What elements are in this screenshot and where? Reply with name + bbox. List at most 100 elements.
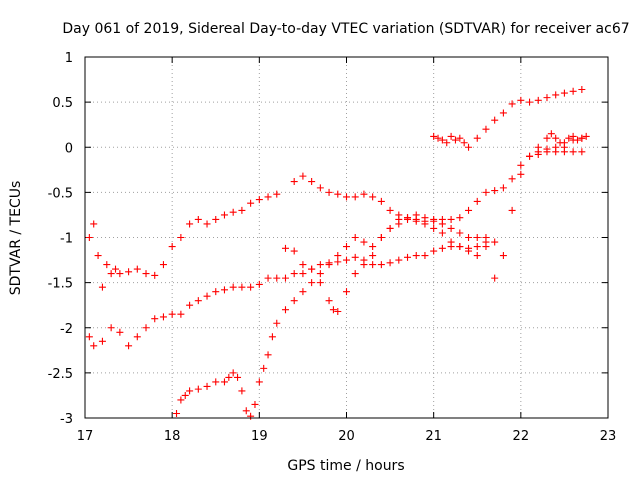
data-point <box>508 100 516 108</box>
data-point <box>125 342 133 350</box>
data-point <box>430 224 438 232</box>
data-point <box>325 297 333 305</box>
data-point <box>369 252 377 260</box>
x-tick-label: 19 <box>251 429 268 444</box>
data-point <box>534 143 542 151</box>
data-point <box>290 297 298 305</box>
data-point <box>329 306 337 314</box>
data-point <box>482 125 490 133</box>
data-point <box>386 259 394 267</box>
data-point <box>447 238 455 246</box>
plot-frame <box>84 56 609 419</box>
data-point <box>159 261 167 269</box>
data-point <box>552 91 560 99</box>
y-tick-label: -0.5 <box>48 186 73 201</box>
data-point <box>133 265 141 273</box>
data-point <box>229 208 237 216</box>
data-point <box>125 268 133 276</box>
x-tick-label: 22 <box>513 429 530 444</box>
data-point <box>212 288 220 296</box>
data-point <box>534 96 542 104</box>
data-point <box>386 206 394 214</box>
data-point <box>451 136 459 144</box>
data-point <box>552 134 560 142</box>
data-point <box>421 252 429 260</box>
data-point <box>334 190 342 198</box>
data-point <box>334 258 342 266</box>
data-point <box>560 143 568 151</box>
x-tick-label: 17 <box>77 429 94 444</box>
series-arc-b <box>85 238 490 350</box>
data-point <box>168 310 176 318</box>
data-point <box>491 187 499 195</box>
data-point <box>578 134 586 142</box>
data-point <box>430 247 438 255</box>
data-point <box>395 215 403 223</box>
series-arc-g <box>534 130 590 151</box>
data-point <box>316 270 324 278</box>
data-point <box>334 252 342 260</box>
data-point <box>116 270 124 278</box>
data-point <box>316 279 324 287</box>
axis-ticks: 17 18 19 20 21 22 23 -3 -2.5 -2 -1.5 -1 -0.5 0 0.5 1 <box>48 51 617 444</box>
y-tick-label: -3 <box>60 412 73 427</box>
data-point <box>85 234 93 241</box>
data-point <box>116 328 124 336</box>
data-point <box>194 385 202 393</box>
series-arc-e <box>281 134 586 316</box>
data-point <box>517 170 525 178</box>
data-point <box>360 190 368 198</box>
data-point <box>395 256 403 264</box>
data-point <box>369 243 377 251</box>
data-point <box>412 211 420 219</box>
data-point <box>547 130 555 138</box>
data-point <box>360 238 368 246</box>
data-point <box>168 243 176 251</box>
data-point <box>560 89 568 97</box>
data-point <box>260 364 268 372</box>
data-point <box>159 313 167 321</box>
data-point <box>430 132 438 140</box>
data-point <box>264 351 272 359</box>
data-point <box>434 134 442 142</box>
data-point <box>186 220 194 228</box>
data-point <box>112 265 120 273</box>
data-point <box>412 252 420 260</box>
data-point <box>220 211 228 219</box>
data-point <box>465 143 473 151</box>
data-point <box>151 315 159 323</box>
data-point <box>499 184 507 192</box>
data-point <box>526 98 534 106</box>
data-point <box>421 214 429 222</box>
data-point <box>499 252 507 260</box>
data-point <box>569 132 577 140</box>
data-point <box>103 261 111 269</box>
data-point <box>220 286 228 294</box>
data-point <box>316 261 324 269</box>
data-point <box>473 252 481 260</box>
y-tick-label: -2.5 <box>48 367 73 382</box>
data-point <box>281 274 289 282</box>
data-point <box>325 261 333 269</box>
y-tick-label: 0 <box>65 141 73 156</box>
data-point <box>508 175 516 183</box>
data-point <box>543 94 551 102</box>
data-point <box>247 283 255 291</box>
data-point <box>98 283 106 291</box>
data-point <box>491 116 499 124</box>
data-point <box>556 139 564 147</box>
data-point <box>133 333 141 341</box>
data-point <box>142 270 150 278</box>
data-point <box>98 337 106 345</box>
data-point <box>456 229 464 237</box>
data-point <box>386 224 394 232</box>
data-point <box>404 214 412 222</box>
data-point <box>578 148 586 156</box>
data-point <box>447 132 455 140</box>
data-point <box>456 243 464 251</box>
data-point <box>177 234 185 241</box>
data-point <box>404 253 412 261</box>
data-point <box>573 136 581 144</box>
data-point <box>343 243 350 251</box>
x-tick-label: 18 <box>164 429 181 444</box>
